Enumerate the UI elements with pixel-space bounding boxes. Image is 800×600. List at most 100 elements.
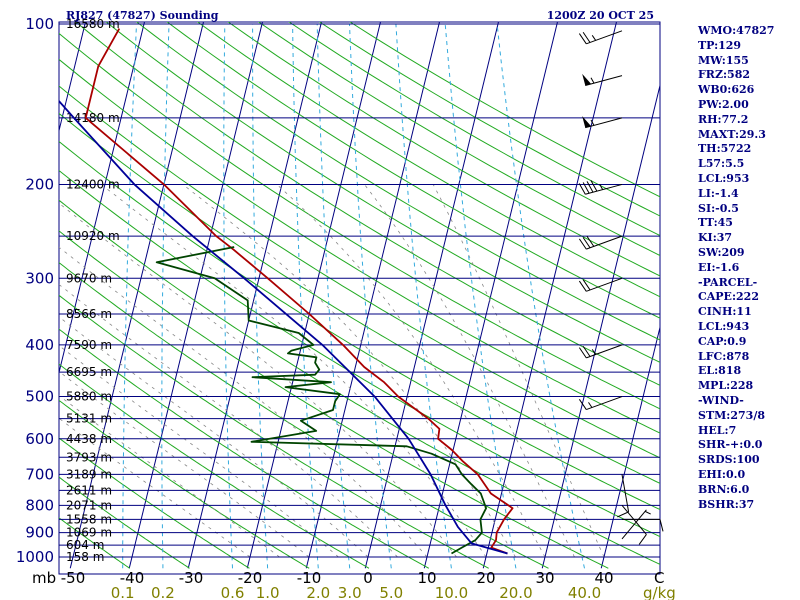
mixing-ratio-line bbox=[122, 23, 137, 569]
profiles bbox=[59, 28, 514, 555]
mixing-ratio-line bbox=[316, 23, 351, 569]
wind-barb bbox=[578, 30, 623, 45]
isobars: 16580 m 14180 m 12400 m 10920 m 9670 m 8566 m… bbox=[59, 17, 660, 564]
wind-barb-full bbox=[578, 33, 587, 45]
index-item: BRN:6.0 bbox=[698, 482, 750, 496]
mixing-ratio-tick-label: 0.2 bbox=[151, 584, 175, 600]
moist-adiabat-line bbox=[59, 202, 457, 558]
wind-barb-full bbox=[578, 238, 587, 250]
dewpoint-profile-line bbox=[155, 246, 488, 555]
index-item: LI:-1.4 bbox=[698, 186, 739, 200]
index-item: LCL:943 bbox=[698, 319, 750, 333]
temperature-tick-label: -10 bbox=[297, 569, 322, 587]
moist-adiabat-line bbox=[101, 184, 487, 558]
temperature-tick-label: -30 bbox=[179, 569, 204, 587]
wind-barb-full bbox=[582, 31, 591, 43]
height-label: 10920 m bbox=[66, 229, 120, 243]
isotherm-line bbox=[59, 22, 87, 133]
dry-adiabat-line bbox=[75, 22, 660, 386]
index-item: KI:37 bbox=[698, 231, 733, 245]
index-item: SHR-+:0.0 bbox=[698, 438, 763, 452]
mixing-ratio-line bbox=[444, 23, 517, 569]
isotherm-line bbox=[482, 22, 618, 569]
plot-area bbox=[58, 21, 661, 575]
height-label: 6695 m bbox=[66, 365, 112, 379]
isotherm-line bbox=[0, 12, 29, 568]
wind-barb-shaft bbox=[586, 396, 623, 411]
wind-barb-flag bbox=[582, 116, 592, 128]
pressure-tick-label: 400 bbox=[25, 336, 54, 354]
index-item: CAP:0.9 bbox=[698, 334, 747, 348]
index-item: MW:155 bbox=[698, 53, 749, 67]
height-label: 1558 m bbox=[66, 512, 112, 526]
axis-labels: RJ827 (47827) Sounding 1200Z 20 OCT 25 m… bbox=[16, 9, 676, 600]
pressure-tick-label: 1000 bbox=[16, 548, 54, 566]
height-label: 2611 m bbox=[66, 483, 112, 497]
dry-adiabat-line bbox=[166, 22, 660, 319]
mixing-ratio-tick-label: 1.0 bbox=[256, 584, 280, 600]
wind-barb-full bbox=[578, 280, 587, 292]
dry-adiabat-line bbox=[59, 140, 660, 511]
mixing-ratio-tick-label: 5.0 bbox=[379, 584, 403, 600]
index-item: RH:77.2 bbox=[698, 112, 749, 126]
dry-adiabat-line bbox=[59, 399, 310, 569]
index-item: FRZ:582 bbox=[698, 68, 751, 82]
parcel-profile-line bbox=[59, 99, 508, 555]
mixing-ratio-unit-label: g/kg bbox=[643, 584, 676, 600]
wind-barb-full bbox=[638, 534, 647, 545]
height-label: 7590 m bbox=[66, 338, 112, 352]
temperature-tick-label: 10 bbox=[417, 569, 436, 587]
dry-adiabat-line bbox=[59, 169, 660, 538]
dry-adiabat-line bbox=[59, 58, 660, 434]
dry-adiabat-line bbox=[59, 199, 660, 565]
index-item: TT:45 bbox=[698, 216, 733, 230]
mixing-ratio-tick-label: 2.0 bbox=[306, 584, 330, 600]
dry-adiabat-line bbox=[59, 261, 549, 569]
pressure-tick-label: 200 bbox=[25, 175, 54, 193]
temperature-profile-line bbox=[84, 28, 514, 555]
index-item: BSHR:37 bbox=[698, 497, 755, 511]
index-item: SRDS:100 bbox=[698, 453, 760, 467]
mixing-ratio-line bbox=[496, 23, 585, 569]
temperature-tick-label: 30 bbox=[535, 569, 554, 587]
temperature-tick-label: 0 bbox=[363, 569, 373, 587]
wind-barb-shaft bbox=[585, 183, 623, 195]
index-item: -WIND- bbox=[698, 393, 744, 407]
wind-barb-half bbox=[588, 402, 593, 408]
wind-barb-shaft bbox=[586, 30, 623, 45]
wind-barb-shaft bbox=[621, 509, 647, 540]
dry-adiabat-line bbox=[135, 22, 660, 341]
wind-barb-half bbox=[591, 349, 597, 355]
index-item: TP:129 bbox=[698, 38, 742, 52]
mixing-ratio-line bbox=[292, 23, 319, 569]
wind-barb bbox=[578, 277, 623, 292]
pressure-tick-label: 300 bbox=[25, 269, 54, 287]
height-label: 3189 m bbox=[66, 467, 112, 481]
index-item: WB0:626 bbox=[698, 83, 755, 97]
wind-barb-full bbox=[582, 345, 591, 357]
wind-barb-full bbox=[578, 399, 587, 410]
wind-barb-half bbox=[644, 510, 651, 515]
wind-barb-full bbox=[586, 181, 594, 193]
wind-barb-full bbox=[586, 235, 595, 247]
mixing-ratio-line bbox=[252, 24, 269, 569]
wind-barb bbox=[621, 505, 647, 545]
height-label: 9670 m bbox=[66, 271, 112, 285]
height-label: 4438 m bbox=[66, 432, 112, 446]
wind-barb bbox=[621, 509, 651, 540]
dry-adiabat-line bbox=[59, 363, 370, 569]
index-item: SW:209 bbox=[698, 245, 745, 259]
wind-barb-half bbox=[590, 77, 595, 84]
mixing-ratio-tick-label: 40.0 bbox=[568, 584, 601, 600]
height-label: 158 m bbox=[66, 550, 104, 564]
isotherm-line bbox=[541, 83, 660, 569]
wind-barb-shaft bbox=[621, 505, 647, 535]
wind-barb bbox=[578, 396, 623, 411]
dry-adiabat-line bbox=[59, 112, 660, 484]
wind-barb-half bbox=[599, 183, 604, 190]
pressure-tick-label: 600 bbox=[25, 430, 54, 448]
wind-barb-full bbox=[582, 237, 591, 249]
dry-adiabat-line bbox=[59, 476, 190, 569]
dry-adiabat-line bbox=[59, 517, 130, 569]
pressure-tick-label: 800 bbox=[25, 496, 54, 514]
